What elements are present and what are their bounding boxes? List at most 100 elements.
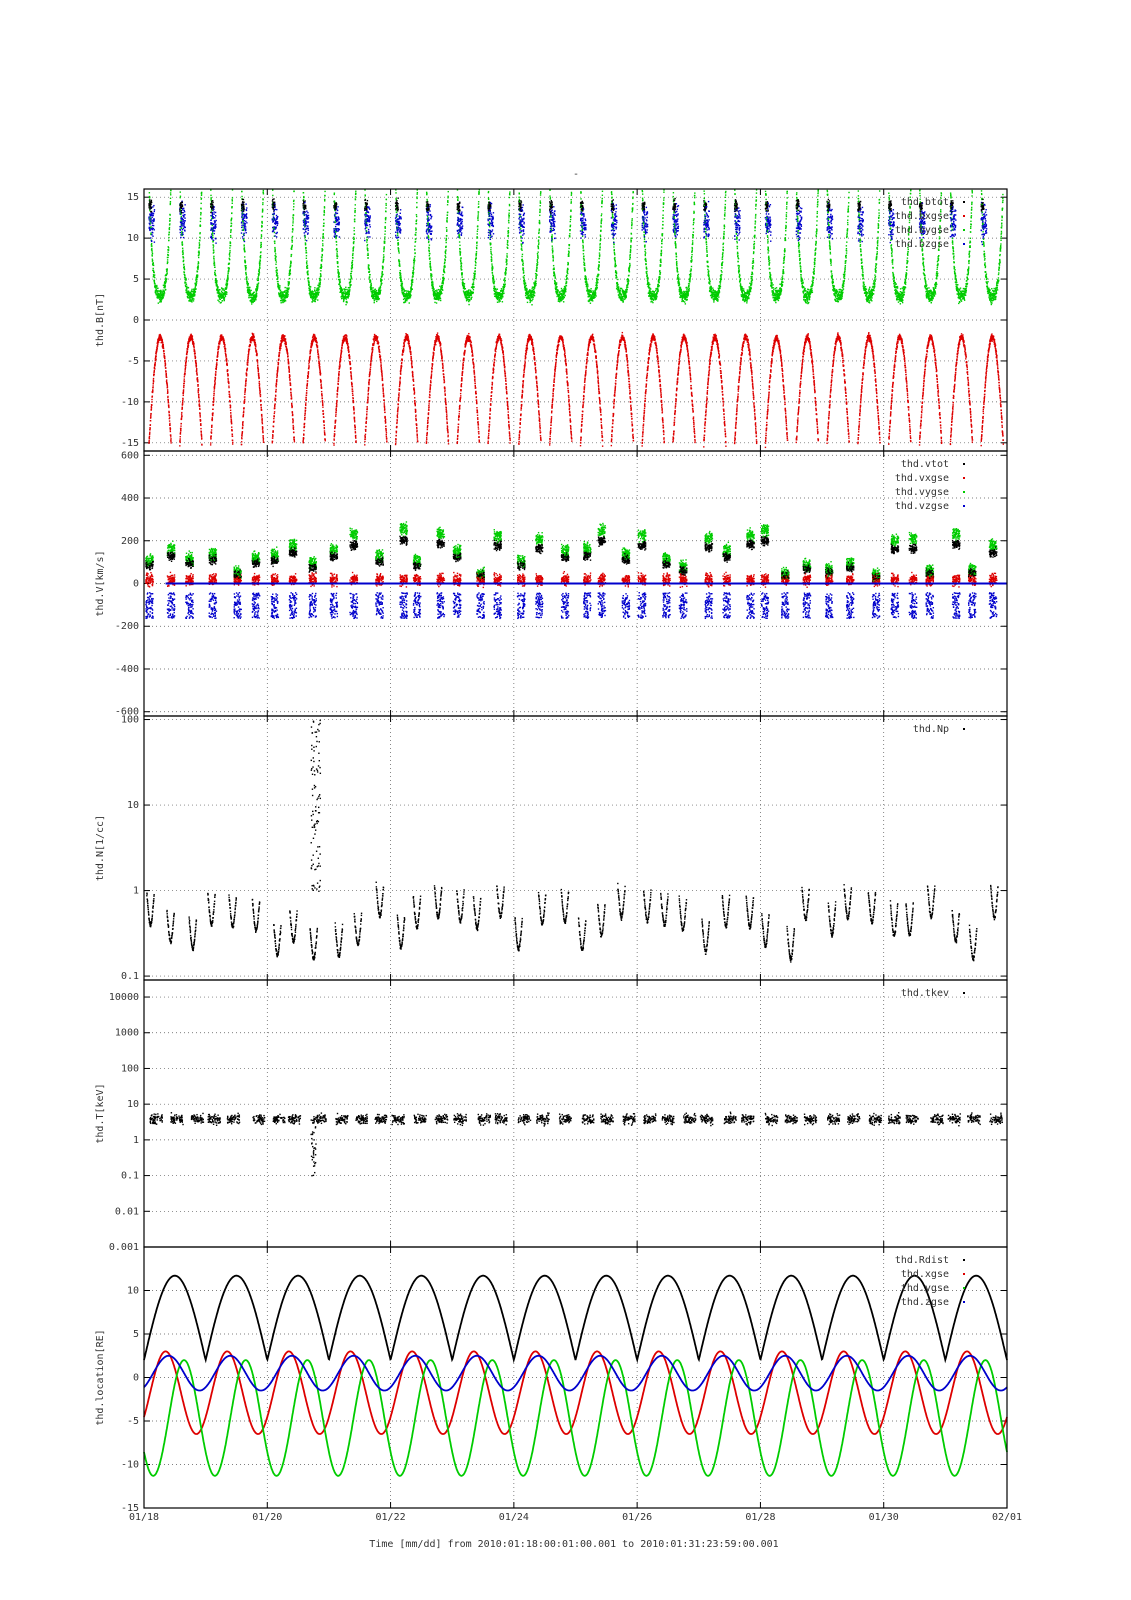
series-point (152, 235, 154, 237)
series-point (262, 439, 265, 441)
series-point (220, 335, 223, 337)
series-point (305, 394, 308, 396)
series-point (286, 353, 289, 355)
series-point (369, 224, 371, 226)
series-point (310, 349, 312, 351)
series-point (319, 273, 322, 275)
series-point (367, 228, 370, 231)
series-point (249, 340, 252, 343)
series-point (152, 227, 155, 230)
series-point (350, 268, 353, 270)
series-point (306, 260, 308, 262)
series-point (194, 286, 196, 288)
series-point (258, 373, 260, 375)
series-point (198, 399, 200, 401)
series-point (396, 199, 398, 202)
series-point (226, 364, 228, 367)
series-point (224, 343, 226, 346)
series-point (369, 281, 372, 283)
series-point (165, 380, 168, 383)
series-point (394, 443, 397, 446)
series-point (180, 212, 182, 214)
series-point (198, 254, 200, 256)
series-point (273, 227, 275, 230)
series-point (315, 340, 318, 343)
series-point (196, 368, 198, 370)
series-point (213, 386, 216, 388)
series-point (261, 413, 263, 416)
top-mark: - (573, 169, 579, 180)
series-point (190, 290, 193, 292)
series-point (274, 208, 277, 211)
series-point (369, 368, 372, 371)
series-point (341, 297, 343, 300)
series-point (170, 439, 172, 441)
series-point (212, 201, 214, 204)
series-point (355, 441, 357, 443)
series-point (167, 246, 169, 248)
series-point (166, 389, 169, 391)
series-point (340, 350, 343, 353)
series-point (182, 211, 184, 214)
series-point (229, 409, 232, 412)
series-point (197, 381, 199, 383)
series-point (349, 280, 352, 282)
series-point (271, 230, 274, 233)
series-point (276, 231, 278, 234)
series-point (333, 438, 335, 440)
series-point (305, 250, 307, 252)
series-point (197, 388, 200, 390)
series-point (189, 291, 192, 294)
series-point (306, 227, 308, 229)
series-point (321, 397, 324, 399)
series-point (305, 257, 308, 259)
series-point (163, 356, 166, 358)
series-point (335, 237, 337, 240)
series-point (319, 283, 321, 286)
series-point (279, 293, 281, 295)
series-point (243, 219, 245, 222)
series-point (290, 391, 292, 394)
series-point (261, 225, 263, 228)
series-point (314, 334, 316, 336)
series-point (212, 206, 214, 209)
series-point (291, 241, 293, 243)
series-point (225, 355, 227, 357)
series-point (214, 376, 217, 379)
series-point (229, 234, 232, 237)
series-point (275, 232, 278, 235)
series-point (286, 292, 289, 295)
series-point (291, 245, 293, 247)
series-point (340, 349, 343, 351)
series-point (259, 262, 261, 264)
series-point (284, 338, 287, 340)
series-point (290, 261, 292, 264)
series-point (246, 281, 249, 283)
series-point (385, 198, 388, 201)
series-point (334, 427, 336, 429)
series-point (183, 265, 185, 268)
series-point (247, 360, 249, 362)
series-point (169, 424, 171, 427)
series-point (211, 424, 213, 427)
series-point (195, 359, 197, 362)
series-point (149, 199, 151, 201)
series-point (289, 384, 292, 386)
series-point (285, 342, 287, 344)
series-point (256, 288, 259, 290)
series-point (199, 224, 202, 226)
series-point (311, 344, 313, 347)
series-point (169, 203, 171, 206)
series-point (230, 218, 233, 220)
series-point (305, 224, 307, 227)
series-point (168, 417, 171, 420)
series-point (241, 437, 243, 440)
series-point (308, 365, 310, 367)
series-point (245, 214, 248, 216)
series-point (306, 233, 309, 235)
series-point (185, 361, 187, 364)
series-point (170, 189, 172, 192)
series-point (379, 286, 382, 289)
series-point (273, 209, 276, 212)
series-point (304, 225, 306, 228)
